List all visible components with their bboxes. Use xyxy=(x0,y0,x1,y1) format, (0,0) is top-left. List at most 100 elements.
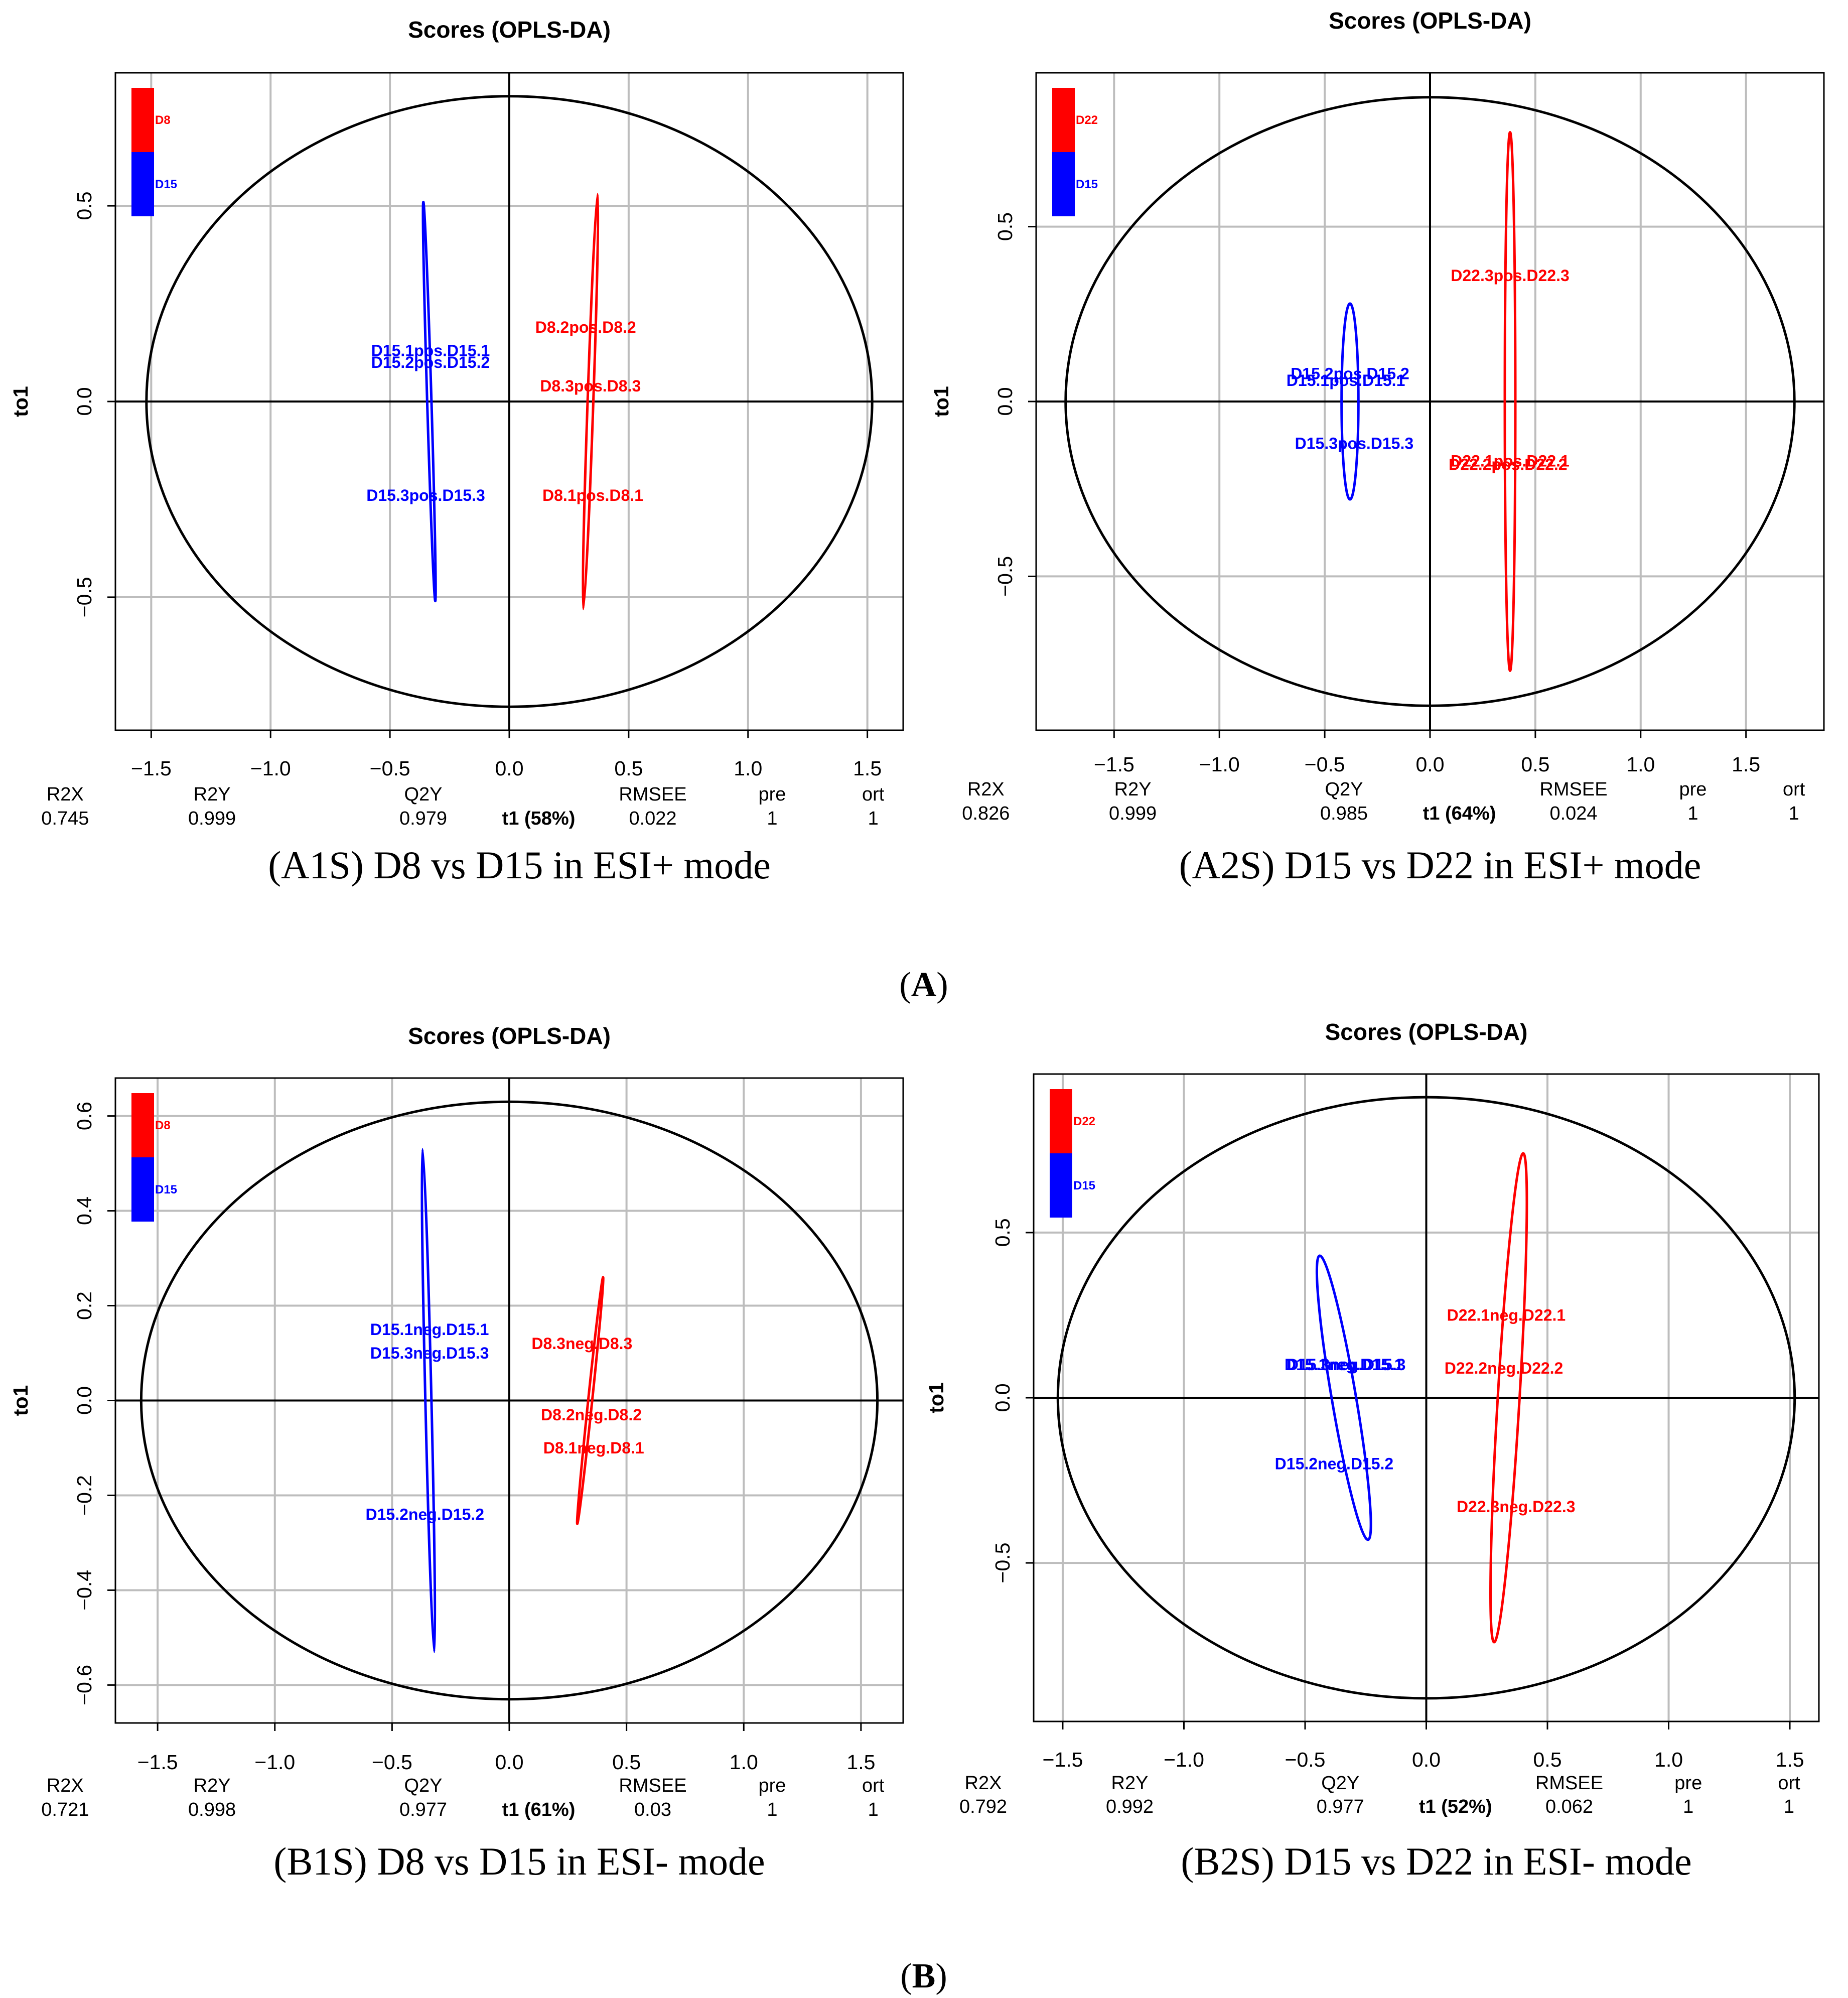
group-label-b: (B) xyxy=(900,1957,947,1995)
x-tick-label: 1.5 xyxy=(1776,1748,1804,1771)
hotelling-ellipse xyxy=(139,1100,879,1701)
y-tick-label: 0.0 xyxy=(993,387,1017,416)
x-tick-label: −0.5 xyxy=(1305,753,1345,776)
x-tick-label: 0.5 xyxy=(612,1751,641,1774)
point-label: D8.1neg.D8.1 xyxy=(543,1439,644,1457)
x-tick-label: 1.5 xyxy=(846,1751,875,1774)
stat-value-rmsee: 0.03 xyxy=(634,1799,671,1820)
x-tick-label: −1.5 xyxy=(137,1751,178,1774)
hotelling-ellipse xyxy=(145,95,874,708)
point-label: D8.1pos.D8.1 xyxy=(542,486,643,504)
stat-header-q2y: Q2Y xyxy=(1321,1773,1359,1794)
stat-header-pre: pre xyxy=(758,784,786,805)
point-label: D15.2pos.D15.2 xyxy=(371,353,490,371)
x-tick-label: 0.0 xyxy=(1412,1748,1441,1771)
point-label: D15.3pos.D15.3 xyxy=(1295,435,1414,453)
stat-value-r2y: 0.999 xyxy=(1109,803,1157,824)
point-label: D22.2neg.D22.2 xyxy=(1445,1359,1563,1377)
stat-value-rmsee: 0.062 xyxy=(1545,1796,1593,1817)
stat-header-pre: pre xyxy=(758,1775,786,1796)
stat-value-r2y: 0.998 xyxy=(188,1799,236,1820)
stat-header-pre: pre xyxy=(1674,1773,1702,1794)
group-ellipse-d22 xyxy=(1489,1152,1528,1644)
group-label-a: (A) xyxy=(899,966,948,1004)
stat-value-pre: 1 xyxy=(1687,803,1698,824)
x-tick-label: 0.0 xyxy=(495,757,524,780)
stat-header-rmsee: RMSEE xyxy=(619,784,686,805)
y-axis-label: to1 xyxy=(9,1385,32,1416)
x-tick-label: 0.0 xyxy=(1416,753,1445,776)
x-tick-label: 0.5 xyxy=(1521,753,1549,776)
stat-header-rmsee: RMSEE xyxy=(1539,779,1607,800)
stat-header-r2y: R2Y xyxy=(1111,1773,1149,1794)
stat-value-rmsee: 0.022 xyxy=(629,808,676,829)
y-axis-label: to1 xyxy=(925,1382,948,1413)
y-tick-label: −0.4 xyxy=(73,1570,96,1611)
x-tick-label: −1.5 xyxy=(1094,753,1134,776)
stat-value-q2y: 0.985 xyxy=(1320,803,1368,824)
chart-title: Scores (OPLS-DA) xyxy=(408,1023,611,1049)
stat-header-q2y: Q2Y xyxy=(1325,779,1363,800)
x-tick-label: −0.5 xyxy=(372,1751,412,1774)
chart-title: Scores (OPLS-DA) xyxy=(1325,1019,1528,1045)
panel-caption: (B2S) D15 vs D22 in ESI- mode xyxy=(1181,1839,1691,1883)
stat-header-q2y: Q2Y xyxy=(404,784,442,805)
y-tick-label: 0.0 xyxy=(991,1384,1014,1412)
stat-value-r2y: 0.999 xyxy=(188,808,236,829)
point-label: D8.3neg.D8.3 xyxy=(531,1335,632,1353)
y-tick-label: −0.5 xyxy=(991,1543,1014,1583)
stat-value-q2y: 0.977 xyxy=(399,1799,447,1820)
legend-label-d8: D8 xyxy=(155,1119,171,1132)
x-tick-label: −1.5 xyxy=(1042,1748,1083,1771)
panel-caption: (A2S) D15 vs D22 in ESI+ mode xyxy=(1179,843,1701,887)
y-tick-label: −0.5 xyxy=(993,556,1017,597)
point-label: D15.1neg.D15.1 xyxy=(370,1320,489,1339)
stat-header-r2y: R2Y xyxy=(1114,779,1152,800)
y-axis-label: to1 xyxy=(930,386,953,417)
x-tick-label: 0.5 xyxy=(1533,1748,1562,1771)
x-tick-label: −1.0 xyxy=(1164,1748,1204,1771)
x-tick-label: −1.0 xyxy=(250,757,291,780)
point-label: D15.2neg.D15.2 xyxy=(1275,1455,1394,1473)
point-label: D22.3neg.D22.3 xyxy=(1457,1498,1576,1516)
stat-value-rmsee: 0.024 xyxy=(1549,803,1597,824)
stat-value-ort: 1 xyxy=(868,808,879,829)
x-tick-label: 1.0 xyxy=(1654,1748,1683,1771)
stat-header-q2y: Q2Y xyxy=(404,1775,442,1796)
group-ellipse-d22 xyxy=(1503,130,1517,673)
stat-value-q2y: 0.977 xyxy=(1317,1796,1364,1817)
stat-header-r2y: R2Y xyxy=(194,1775,231,1796)
point-label: D22.3pos.D22.3 xyxy=(1451,267,1570,285)
stat-value-pre: 1 xyxy=(767,808,777,829)
legend-swatch-d15 xyxy=(1052,152,1075,216)
stat-header-r2x: R2X xyxy=(47,1775,84,1796)
y-axis-label: to1 xyxy=(9,386,32,417)
stat-value-r2x: 0.792 xyxy=(959,1796,1007,1817)
x-tick-label: −0.5 xyxy=(370,757,410,780)
point-label: D15.2pos.D15.2 xyxy=(1291,364,1409,382)
x-tick-label: −0.5 xyxy=(1285,1748,1326,1771)
legend-swatch-d15 xyxy=(131,1157,154,1222)
legend-swatch-d22 xyxy=(1052,88,1075,152)
hotelling-ellipse xyxy=(1056,1096,1796,1700)
point-label: D22.2pos.D22.2 xyxy=(1449,455,1568,473)
x-axis-label: t1 (64%) xyxy=(1423,803,1496,824)
legend-label-d22: D22 xyxy=(1073,1115,1095,1128)
legend-swatch-d8 xyxy=(131,88,154,152)
point-label: D15.3pos.D15.3 xyxy=(366,486,485,504)
y-tick-label: 0.0 xyxy=(73,1386,96,1415)
hotelling-ellipse xyxy=(1064,96,1796,707)
legend-label-d15: D15 xyxy=(155,1183,177,1196)
x-tick-label: 0.0 xyxy=(495,1751,524,1774)
stat-header-ort: ort xyxy=(862,784,885,805)
panel-b1s: D8 D15 D15.1neg.D15.1 D15.3neg.D15.3 D15.2ne… xyxy=(9,1023,904,1883)
x-axis-label: t1 (52%) xyxy=(1419,1796,1492,1817)
legend-label-d8: D8 xyxy=(155,113,171,127)
chart-title: Scores (OPLS-DA) xyxy=(408,17,611,43)
x-tick-label: 1.5 xyxy=(1732,753,1760,776)
stat-value-ort: 1 xyxy=(1784,1796,1794,1817)
